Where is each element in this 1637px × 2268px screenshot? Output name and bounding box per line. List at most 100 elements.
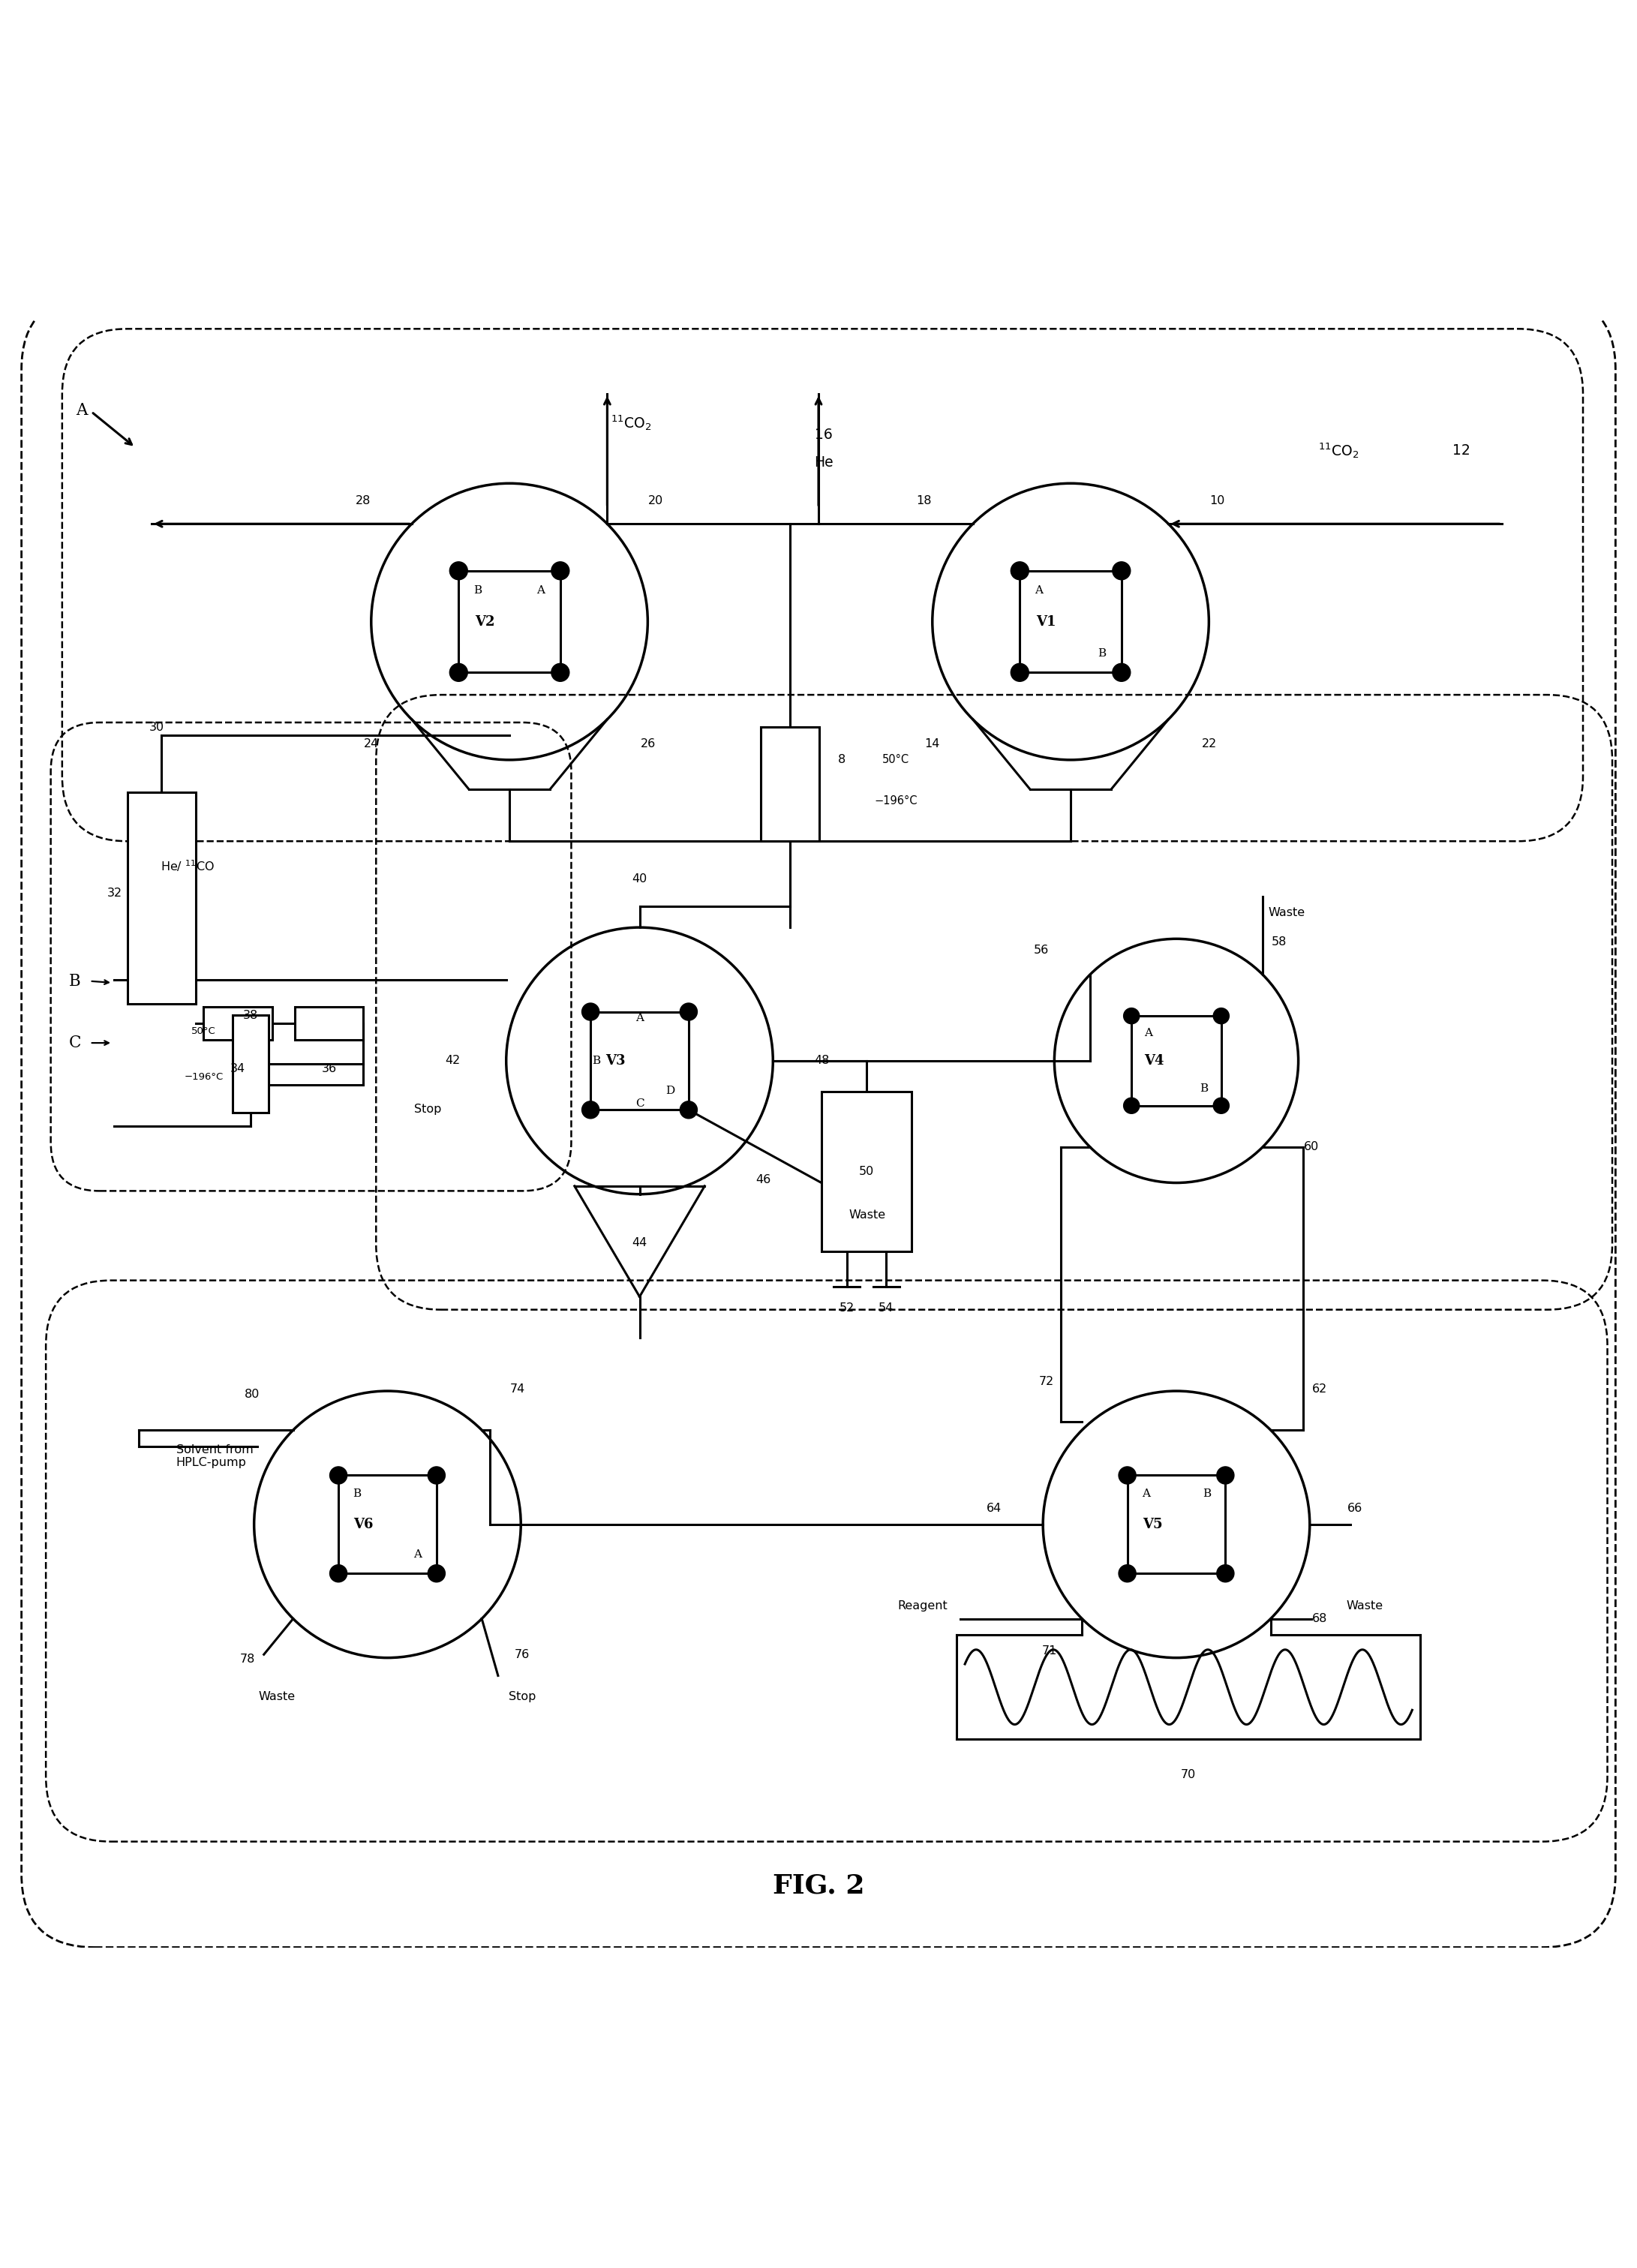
- Text: 68: 68: [1311, 1613, 1328, 1624]
- Text: A: A: [537, 585, 545, 594]
- Text: 50: 50: [859, 1166, 874, 1177]
- Text: Stop: Stop: [509, 1692, 535, 1703]
- Circle shape: [552, 665, 570, 680]
- Text: 40: 40: [632, 873, 647, 885]
- Text: C: C: [635, 1098, 643, 1109]
- Circle shape: [450, 562, 468, 581]
- Text: 72: 72: [1038, 1377, 1054, 1388]
- Text: 8: 8: [838, 755, 846, 767]
- Circle shape: [1113, 665, 1131, 680]
- Text: 50°C: 50°C: [882, 755, 909, 767]
- Text: Stop: Stop: [414, 1105, 442, 1116]
- Text: $^{11}$CO$_2$: $^{11}$CO$_2$: [1318, 442, 1359, 460]
- Text: He: He: [814, 456, 833, 469]
- Text: 34: 34: [231, 1064, 246, 1075]
- Text: V2: V2: [475, 615, 494, 628]
- Text: 56: 56: [1033, 943, 1049, 955]
- Circle shape: [1010, 665, 1028, 680]
- Circle shape: [1010, 562, 1028, 581]
- Text: Reagent: Reagent: [897, 1599, 948, 1610]
- Text: 18: 18: [917, 494, 931, 506]
- Text: −196°C: −196°C: [183, 1073, 223, 1082]
- Text: V1: V1: [1036, 615, 1056, 628]
- Text: 16: 16: [815, 426, 832, 442]
- Text: 28: 28: [355, 494, 370, 506]
- Bar: [761, 728, 818, 841]
- Text: Waste: Waste: [1347, 1599, 1383, 1610]
- Text: V6: V6: [354, 1517, 373, 1531]
- Text: A: A: [1144, 1027, 1152, 1039]
- Text: 74: 74: [511, 1383, 525, 1395]
- Circle shape: [679, 1102, 697, 1118]
- Text: 26: 26: [640, 737, 655, 748]
- Text: V4: V4: [1144, 1055, 1164, 1068]
- Circle shape: [1216, 1565, 1234, 1583]
- Text: A: A: [75, 401, 87, 417]
- Text: 58: 58: [1272, 937, 1287, 948]
- Text: Waste: Waste: [259, 1692, 295, 1703]
- Circle shape: [581, 1102, 599, 1118]
- Text: A: A: [635, 1012, 643, 1023]
- Circle shape: [1213, 1098, 1229, 1114]
- Text: 20: 20: [648, 494, 663, 506]
- Text: 62: 62: [1311, 1383, 1328, 1395]
- Text: 70: 70: [1180, 1769, 1197, 1780]
- Text: V3: V3: [606, 1055, 625, 1068]
- Circle shape: [1216, 1467, 1234, 1483]
- Circle shape: [1123, 1007, 1139, 1023]
- Text: 32: 32: [108, 887, 123, 898]
- Text: 50°C: 50°C: [192, 1027, 216, 1036]
- Circle shape: [679, 1002, 697, 1021]
- Circle shape: [1113, 562, 1131, 581]
- Text: D: D: [665, 1086, 674, 1095]
- Text: A: A: [1143, 1488, 1151, 1499]
- Text: 22: 22: [1202, 737, 1216, 748]
- Circle shape: [1118, 1467, 1136, 1483]
- Text: 36: 36: [321, 1064, 337, 1075]
- Text: B: B: [1203, 1488, 1211, 1499]
- Circle shape: [450, 665, 468, 680]
- Text: 30: 30: [149, 721, 164, 733]
- Text: 64: 64: [987, 1501, 1002, 1513]
- Text: V5: V5: [1143, 1517, 1162, 1531]
- Circle shape: [1213, 1007, 1229, 1023]
- Circle shape: [427, 1565, 445, 1583]
- Text: B: B: [1098, 649, 1107, 658]
- Circle shape: [552, 562, 570, 581]
- Circle shape: [329, 1565, 347, 1583]
- Text: He/ $^{11}$CO: He/ $^{11}$CO: [160, 857, 214, 873]
- Text: B: B: [1200, 1084, 1208, 1093]
- Text: $^{11}$CO$_2$: $^{11}$CO$_2$: [611, 413, 652, 433]
- Text: A: A: [414, 1549, 422, 1560]
- Bar: [128, 792, 195, 1005]
- Circle shape: [1123, 1098, 1139, 1114]
- Circle shape: [427, 1467, 445, 1483]
- Text: 44: 44: [632, 1238, 647, 1250]
- Text: 71: 71: [1041, 1647, 1058, 1658]
- Bar: [232, 1016, 268, 1114]
- Text: Waste: Waste: [850, 1209, 886, 1220]
- Circle shape: [329, 1467, 347, 1483]
- Text: 42: 42: [445, 1055, 460, 1066]
- Text: 24: 24: [363, 737, 378, 748]
- Text: 52: 52: [840, 1302, 855, 1313]
- Text: Solvent from
HPLC-pump: Solvent from HPLC-pump: [177, 1445, 254, 1467]
- Text: 66: 66: [1347, 1501, 1364, 1513]
- Text: 54: 54: [879, 1302, 894, 1313]
- Circle shape: [581, 1002, 599, 1021]
- Bar: [295, 1007, 363, 1039]
- Text: 80: 80: [246, 1388, 260, 1399]
- Text: A: A: [1035, 585, 1043, 594]
- Bar: [822, 1091, 912, 1252]
- Text: 10: 10: [1210, 494, 1224, 506]
- Circle shape: [1118, 1565, 1136, 1583]
- Text: 78: 78: [241, 1653, 255, 1665]
- Text: 14: 14: [925, 737, 940, 748]
- Text: C: C: [69, 1034, 82, 1050]
- Text: 12: 12: [1452, 445, 1470, 458]
- Text: 60: 60: [1303, 1141, 1319, 1152]
- Text: 48: 48: [814, 1055, 830, 1066]
- Text: B: B: [69, 973, 80, 989]
- Bar: [203, 1007, 272, 1039]
- Text: Waste: Waste: [1269, 907, 1305, 919]
